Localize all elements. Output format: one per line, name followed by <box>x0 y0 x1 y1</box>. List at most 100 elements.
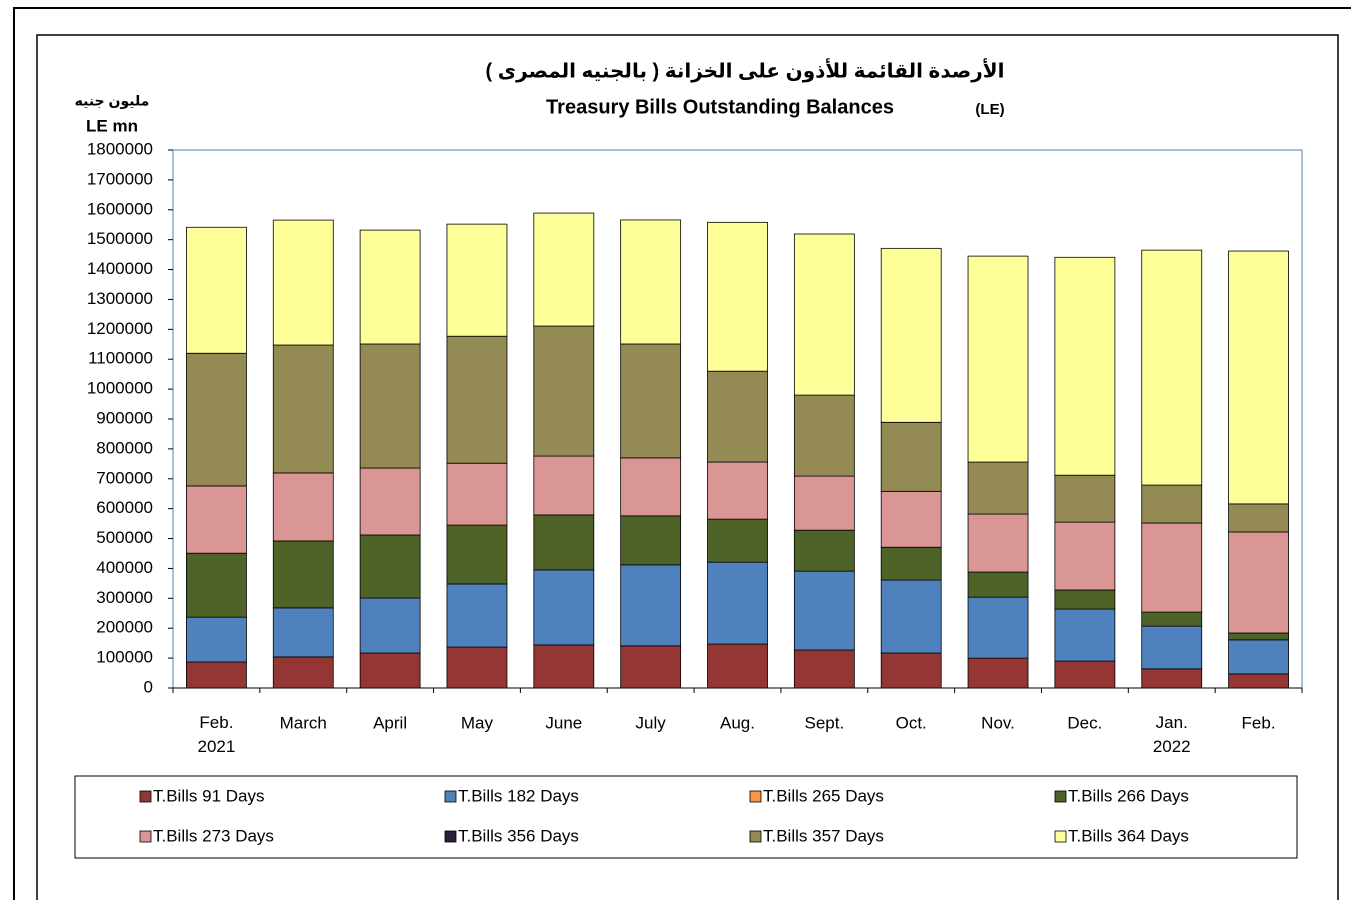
bar-segment <box>186 485 247 554</box>
y-tick-label: 100000 <box>96 648 153 667</box>
x-tick-label: July <box>636 713 667 732</box>
x-tick-label-line: Feb. <box>199 713 233 732</box>
x-tick-label: April <box>373 713 407 732</box>
bar-segment <box>967 571 1029 598</box>
bar-segment <box>446 223 508 337</box>
legend-label: T.Bills 364 Days <box>1068 826 1189 845</box>
legend-label: T.Bills 182 Days <box>458 786 579 805</box>
bar-segment <box>1141 522 1203 613</box>
y-tick-label: 1000000 <box>87 379 153 398</box>
title-unit: (LE) <box>975 101 1004 118</box>
bar-segment <box>620 515 682 566</box>
x-tick-label-line: Jan. <box>1156 713 1188 732</box>
legend-swatch <box>444 830 457 843</box>
bar-segment <box>1228 250 1289 505</box>
y-axis-label: LE mn <box>86 116 138 135</box>
bar-segment <box>533 325 595 457</box>
bar-segment <box>1054 608 1116 662</box>
y-tick-label: 900000 <box>96 408 153 427</box>
bar-segment <box>707 561 768 645</box>
legend-label: T.Bills 91 Days <box>153 786 264 805</box>
bar-segment <box>1054 660 1116 689</box>
y-tick-label: 500000 <box>96 528 153 547</box>
bar-segment <box>967 657 1029 689</box>
bar-segment <box>793 529 855 572</box>
bar-segment <box>793 649 855 689</box>
bar-segment <box>533 212 595 327</box>
bar-segment <box>1228 639 1289 675</box>
y-tick-label: 1500000 <box>87 229 153 248</box>
bar-segment <box>359 534 421 599</box>
bar-segment <box>272 656 334 689</box>
bar-segment <box>620 343 682 459</box>
bar-segment <box>446 583 508 648</box>
bar-segment <box>880 247 942 423</box>
x-tick-label: Aug. <box>720 713 755 732</box>
bar-segment <box>359 343 421 469</box>
bar-segment <box>793 475 855 531</box>
legend-label: T.Bills 357 Days <box>763 826 884 845</box>
bar-segment <box>880 652 942 689</box>
legend-label: T.Bills 266 Days <box>1068 786 1189 805</box>
y-tick-label: 700000 <box>96 468 153 487</box>
bar-segment <box>1141 668 1203 689</box>
legend-swatch <box>139 790 152 803</box>
bar-segment <box>1141 249 1203 486</box>
bar-segment <box>1228 673 1289 689</box>
y-tick-label: 1700000 <box>87 169 153 188</box>
y-axis-label: مليون جنيه <box>75 93 150 110</box>
bar-segment <box>1054 521 1116 591</box>
bar-segment <box>272 472 334 542</box>
bar-segment <box>620 219 682 345</box>
bar-segment <box>620 645 682 689</box>
y-tick-label: 1400000 <box>87 259 153 278</box>
bar-segment <box>793 570 855 651</box>
bar-segment <box>1054 474 1116 523</box>
bar-segment <box>359 229 421 345</box>
bar-segment <box>620 457 682 517</box>
legend-frame <box>74 775 1298 859</box>
bar-segment <box>967 461 1029 515</box>
title-arabic: الأرصدة القائمة للأذون على الخزانة ( بال… <box>486 57 1005 82</box>
bar-segment <box>1054 589 1116 610</box>
bar-segment <box>533 569 595 646</box>
bar-segment <box>446 335 508 464</box>
x-tick-label: Oct. <box>896 713 927 732</box>
bar-segment <box>880 421 942 492</box>
bar-segment <box>446 524 508 585</box>
bar-segment <box>880 490 942 548</box>
y-tick-label: 600000 <box>96 498 153 517</box>
x-tick-label: Sept. <box>804 713 844 732</box>
legend-swatch <box>749 830 762 843</box>
x-tick-label: Nov. <box>981 713 1015 732</box>
x-tick-label: May <box>461 713 494 732</box>
bar-segment <box>186 661 247 689</box>
bar-segment <box>186 352 247 487</box>
x-tick-label-line: 2021 <box>198 737 236 756</box>
x-tick-label: June <box>545 713 582 732</box>
x-tick-label-line: 2022 <box>1153 737 1191 756</box>
bar-segment <box>707 221 768 372</box>
y-tick-label: 1600000 <box>87 199 153 218</box>
y-tick-label: 0 <box>144 677 153 696</box>
y-tick-label: 1800000 <box>87 139 153 158</box>
chart-title: Treasury Bills Outstanding Balances <box>546 96 894 118</box>
y-tick-label: 800000 <box>96 438 153 457</box>
x-tick-label: Jan. 2022 <box>1153 713 1191 756</box>
bar-segment <box>186 552 247 618</box>
y-tick-label: 400000 <box>96 558 153 577</box>
y-tick-label: 1300000 <box>87 289 153 308</box>
bar-segment <box>359 467 421 536</box>
bar-segment <box>446 462 508 526</box>
bar-segment <box>793 394 855 477</box>
bar-segment <box>1228 503 1289 533</box>
x-tick-label: Feb. 2021 <box>198 713 236 756</box>
legend-swatch <box>1054 830 1067 843</box>
bar-segment <box>359 597 421 654</box>
legend-swatch <box>1054 790 1067 803</box>
bar-segment <box>967 513 1029 573</box>
bar-segment <box>272 219 334 346</box>
bar-segment <box>1228 531 1289 634</box>
bar-segment <box>707 370 768 463</box>
legend-swatch <box>139 830 152 843</box>
